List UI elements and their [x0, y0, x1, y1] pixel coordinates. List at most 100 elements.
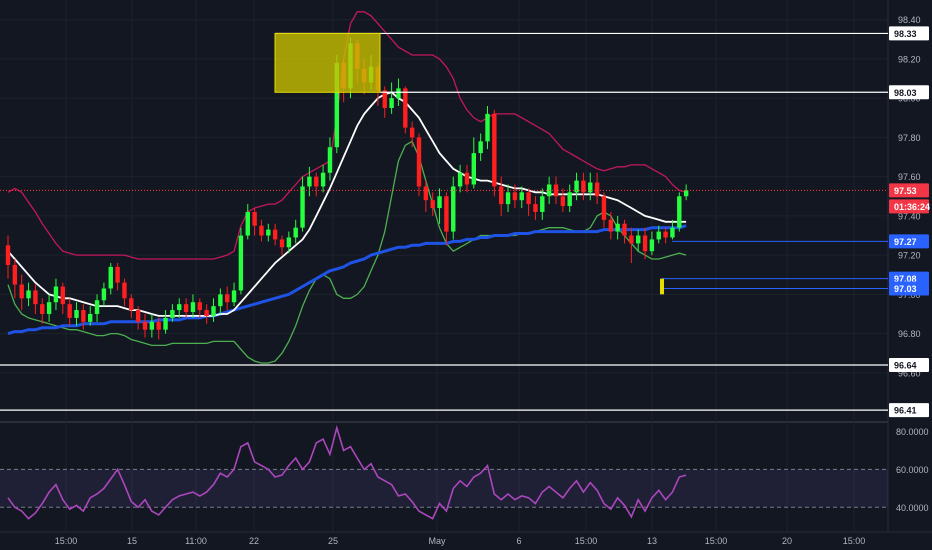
candle-body [505, 192, 511, 205]
candle-body [122, 282, 127, 299]
rsi-panel [0, 424, 888, 520]
price-label-level: 98.03 [889, 85, 929, 100]
candle-body [540, 196, 545, 212]
candle-body [560, 196, 566, 207]
candle-body [12, 264, 18, 285]
price-label-bg [889, 234, 929, 249]
price-label-text: 96.41 [894, 406, 917, 416]
time-tick-label: 22 [249, 536, 259, 546]
candle-body [46, 302, 52, 314]
candle-body [567, 192, 572, 207]
candle-body [314, 176, 319, 187]
candle-body [519, 192, 524, 201]
price-label-countdown: 01:36:24 [889, 199, 930, 214]
price-label-bg [889, 403, 929, 418]
candle-body [334, 62, 339, 148]
price-label-text: 97.08 [894, 274, 917, 284]
rsi-tick-label: 80.0000 [896, 427, 929, 437]
candle-body [163, 317, 168, 330]
candle-body [108, 266, 113, 289]
time-tick-label: 15:00 [575, 536, 598, 546]
candle-body [19, 284, 24, 299]
time-tick-label: 15:00 [705, 536, 728, 546]
candle-body [656, 231, 661, 240]
candle-body [485, 113, 490, 142]
candle-body [663, 231, 668, 238]
rsi-axis[interactable]: 80.0000 60.0000 40.0000 [896, 427, 929, 513]
time-tick-label: 13 [647, 536, 657, 546]
rsi-tick-label: 60.0000 [896, 465, 929, 475]
candle-body [88, 313, 93, 322]
price-tick-label: 97.40 [898, 211, 921, 221]
candle-body [457, 172, 463, 187]
candle-body [389, 98, 394, 108]
candle-body [403, 88, 408, 128]
moving-average-long [7, 224, 687, 336]
price-label-level: 96.64 [889, 357, 929, 372]
bollinger-basis [7, 91, 687, 317]
candle-body [478, 141, 483, 154]
time-tick-label: 6 [516, 536, 521, 546]
candle-body [636, 235, 641, 244]
candle-body [245, 211, 250, 236]
candle-body [642, 235, 648, 252]
candle-body [197, 302, 202, 311]
price-tick-label: 97.60 [898, 172, 921, 182]
candle-body [204, 310, 209, 316]
candle-body [649, 239, 655, 252]
price-label-text: 97.53 [894, 186, 917, 196]
candle-body [430, 200, 435, 209]
candle-body [382, 90, 387, 108]
candle-body [53, 286, 59, 303]
candle-body [259, 225, 264, 236]
price-label-bg [889, 199, 929, 214]
price-label-level: 96.41 [889, 403, 929, 418]
price-tick-label: 97.80 [898, 133, 921, 143]
price-tick-label: 96.80 [898, 329, 921, 339]
candle-body [622, 223, 627, 236]
price-label-text: 01:36:24 [894, 202, 930, 212]
price-label-text: 98.33 [894, 29, 917, 39]
candle-body [409, 127, 415, 138]
time-axis[interactable]: 15:00 15 11:00 22 25 May 6 15:00 13 15:00 20 15:00 [55, 536, 866, 546]
time-tick-label: 11:00 [185, 536, 207, 546]
candle-body [156, 321, 161, 330]
candle-body [423, 186, 429, 201]
price-label-current: 97.53 [889, 183, 929, 198]
price-label-blue: 97.27 [889, 234, 929, 249]
levels [0, 32, 888, 411]
candle-body [327, 147, 333, 173]
price-label-text: 96.64 [894, 360, 917, 370]
small-marker [660, 278, 664, 295]
price-label-text: 97.03 [894, 284, 917, 294]
time-tick-label: 20 [782, 536, 792, 546]
price-label-bg [889, 183, 929, 198]
candle-body [533, 204, 538, 212]
annotations [274, 32, 664, 295]
price-label-blue: 97.03 [889, 281, 929, 296]
candle-body [211, 306, 216, 316]
time-tick-label: 15:00 [843, 536, 866, 546]
price-tick-label: 98.40 [898, 15, 921, 25]
candle-body [142, 321, 148, 330]
candle-body [512, 192, 518, 201]
price-label-level: 98.33 [889, 26, 929, 41]
candle-body [272, 229, 278, 240]
candle-body [101, 288, 107, 301]
candle-body [129, 298, 134, 311]
candle-body [81, 310, 86, 322]
candle-body [149, 321, 155, 330]
candle-body [581, 180, 586, 193]
candle-body [451, 186, 456, 232]
highlight-box [274, 32, 381, 93]
candle-body [266, 229, 271, 236]
candle-body [320, 172, 326, 187]
price-tick-label: 97.20 [898, 251, 921, 261]
candle-body [464, 172, 470, 185]
price-label-text: 97.27 [894, 237, 917, 247]
price-label-bg [889, 26, 929, 41]
candle-body [94, 300, 100, 314]
time-tick-label: 25 [328, 536, 338, 546]
candle-body [492, 113, 497, 187]
